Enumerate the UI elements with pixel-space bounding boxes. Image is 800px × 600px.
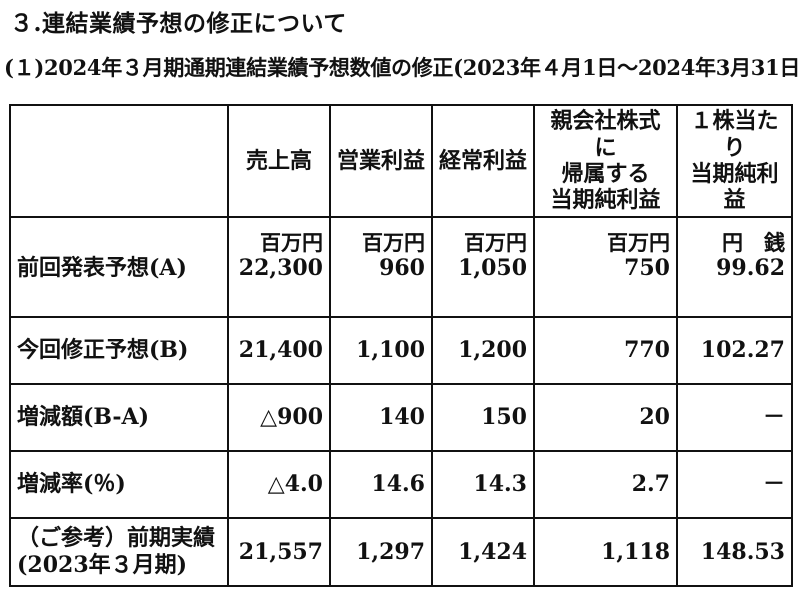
header-row: 売上高 営業利益 経常利益 親会社株式に 帰属する 当期純利益 １株当たり 当期… — [9, 104, 793, 218]
table-cell: 750 — [533, 255, 678, 318]
header-cell-operating-profit: 営業利益 — [329, 104, 433, 218]
table-cell: 960 — [329, 255, 433, 318]
header-cell-eps: １株当たり 当期純利益 — [676, 104, 793, 218]
table-row: 増減額(B-A) △900 140 150 20 － — [9, 383, 793, 452]
table-cell: 1,118 — [533, 517, 678, 587]
table-row: （ご参考）前期実績 (2023年３月期) 21,557 1,297 1,424 … — [9, 517, 793, 587]
table-cell: 20 — [533, 383, 678, 452]
row-label: 今回修正予想(B) — [9, 316, 229, 385]
table-cell: 2.7 — [533, 450, 678, 519]
table-cell: 1,200 — [431, 316, 535, 385]
table-cell: △900 — [227, 383, 331, 452]
units-row: 百万円 百万円 百万円 百万円 円 銭 — [9, 216, 793, 255]
unit-cell: 百万円 — [227, 216, 331, 255]
header-cell-blank — [9, 104, 229, 218]
unit-cell — [9, 216, 229, 255]
table-cell: 1,050 — [431, 255, 535, 318]
table-cell: 150 — [431, 383, 535, 452]
table-caption: (１)2024年３月期通期連結業績予想数値の修正(2023年４月1日～2024年… — [4, 55, 800, 80]
table-row: 前回発表予想(A) 22,300 960 1,050 750 99.62 — [9, 255, 793, 318]
unit-cell: 百万円 — [533, 216, 678, 255]
forecast-revision-table: 売上高 営業利益 経常利益 親会社株式に 帰属する 当期純利益 １株当たり 当期… — [9, 104, 793, 587]
table-cell: 1,100 — [329, 316, 433, 385]
row-label: 増減率(％) — [9, 450, 229, 519]
table-cell: － — [676, 383, 793, 452]
table-cell: 14.6 — [329, 450, 433, 519]
table-cell: 148.53 — [676, 517, 793, 587]
header-cell-net-income: 親会社株式に 帰属する 当期純利益 — [533, 104, 678, 218]
unit-cell: 円 銭 — [676, 216, 793, 255]
table-cell: 770 — [533, 316, 678, 385]
unit-cell: 百万円 — [431, 216, 535, 255]
header-cell-ordinary-profit: 経常利益 — [431, 104, 535, 218]
table-cell: 21,557 — [227, 517, 331, 587]
row-label: 増減額(B-A) — [9, 383, 229, 452]
table-cell: 102.27 — [676, 316, 793, 385]
table-cell: 22,300 — [227, 255, 331, 318]
row-label: 前回発表予想(A) — [9, 255, 229, 318]
table-cell: 140 — [329, 383, 433, 452]
table-row: 増減率(％) △4.0 14.6 14.3 2.7 － — [9, 450, 793, 519]
section-heading: ３.連結業績予想の修正について — [10, 10, 347, 37]
row-label: （ご参考）前期実績 (2023年３月期) — [9, 517, 229, 587]
table-cell: △4.0 — [227, 450, 331, 519]
unit-cell: 百万円 — [329, 216, 433, 255]
table-cell: － — [676, 450, 793, 519]
header-cell-net-sales: 売上高 — [227, 104, 331, 218]
table-cell: 1,424 — [431, 517, 535, 587]
table-row: 今回修正予想(B) 21,400 1,100 1,200 770 102.27 — [9, 316, 793, 385]
table-cell: 21,400 — [227, 316, 331, 385]
table-cell: 1,297 — [329, 517, 433, 587]
table-cell: 99.62 — [676, 255, 793, 318]
table-cell: 14.3 — [431, 450, 535, 519]
